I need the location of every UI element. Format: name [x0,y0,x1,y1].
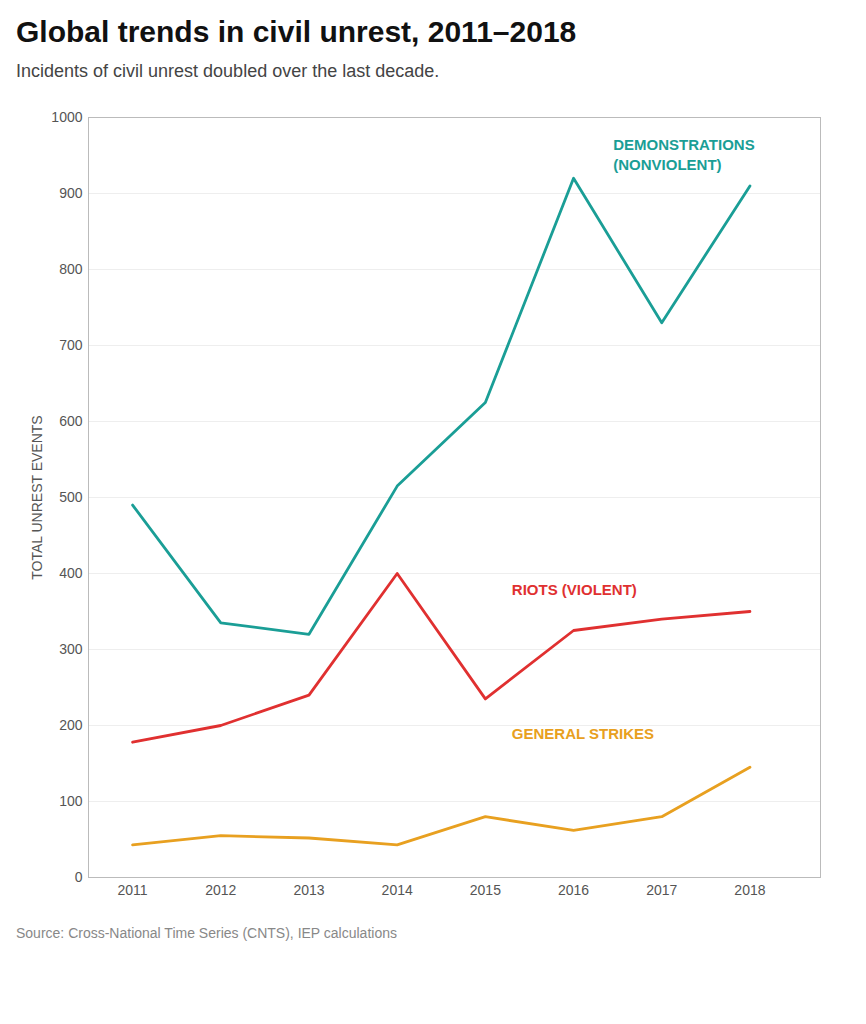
svg-text:2017: 2017 [646,883,677,899]
svg-text:2012: 2012 [205,883,236,899]
svg-text:1000: 1000 [51,109,82,125]
svg-text:2014: 2014 [382,883,413,899]
svg-text:800: 800 [59,261,83,277]
svg-text:0: 0 [75,869,83,885]
svg-text:300: 300 [59,641,83,657]
svg-text:2011: 2011 [118,883,148,899]
svg-text:2018: 2018 [734,883,765,899]
svg-text:600: 600 [59,413,83,429]
svg-text:2016: 2016 [558,883,589,899]
svg-text:2013: 2013 [293,883,324,899]
svg-text:TOTAL UNREST EVENTS: TOTAL UNREST EVENTS [29,416,45,580]
svg-text:400: 400 [59,565,83,581]
svg-text:900: 900 [59,185,83,201]
svg-text:RIOTS (VIOLENT): RIOTS (VIOLENT) [512,581,637,598]
html-text:Source: Cross-National Time Se: Source: Cross-National Time Series (CNTS… [16,925,397,942]
svg-text:100: 100 [59,793,83,809]
svg-text:DEMONSTRATIONS(NONVIOLENT): DEMONSTRATIONS(NONVIOLENT) [613,137,754,174]
svg-text:GENERAL STRIKES: GENERAL STRIKES [512,726,654,743]
html-text:Global trends in civil unrest,: Global trends in civil unrest, 2011–2018 [16,15,577,48]
svg-text:500: 500 [59,489,83,505]
html-text:Incidents of civil unrest doub: Incidents of civil unrest doubled over t… [16,61,440,81]
svg-text:2015: 2015 [470,883,501,899]
svg-text:700: 700 [59,337,83,353]
svg-text:200: 200 [59,717,83,733]
